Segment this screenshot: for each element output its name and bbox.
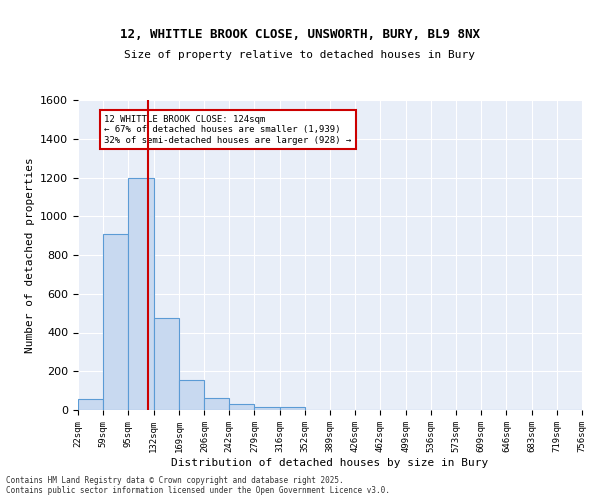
Text: Size of property relative to detached houses in Bury: Size of property relative to detached ho… [125, 50, 476, 60]
Text: 12 WHITTLE BROOK CLOSE: 124sqm
← 67% of detached houses are smaller (1,939)
32% : 12 WHITTLE BROOK CLOSE: 124sqm ← 67% of … [104, 115, 352, 144]
Bar [229, 404, 254, 410]
Bar [280, 407, 305, 410]
Text: 12, WHITTLE BROOK CLOSE, UNSWORTH, BURY, BL9 8NX: 12, WHITTLE BROOK CLOSE, UNSWORTH, BURY,… [120, 28, 480, 42]
Bar [254, 407, 280, 410]
Bar [179, 380, 205, 410]
Bar [103, 234, 128, 410]
Bar [78, 400, 103, 410]
Y-axis label: Number of detached properties: Number of detached properties [25, 157, 35, 353]
X-axis label: Distribution of detached houses by size in Bury: Distribution of detached houses by size … [172, 458, 488, 468]
Bar [205, 398, 229, 410]
Text: Contains HM Land Registry data © Crown copyright and database right 2025.
Contai: Contains HM Land Registry data © Crown c… [6, 476, 390, 495]
Bar [128, 178, 154, 410]
Bar [154, 318, 179, 410]
